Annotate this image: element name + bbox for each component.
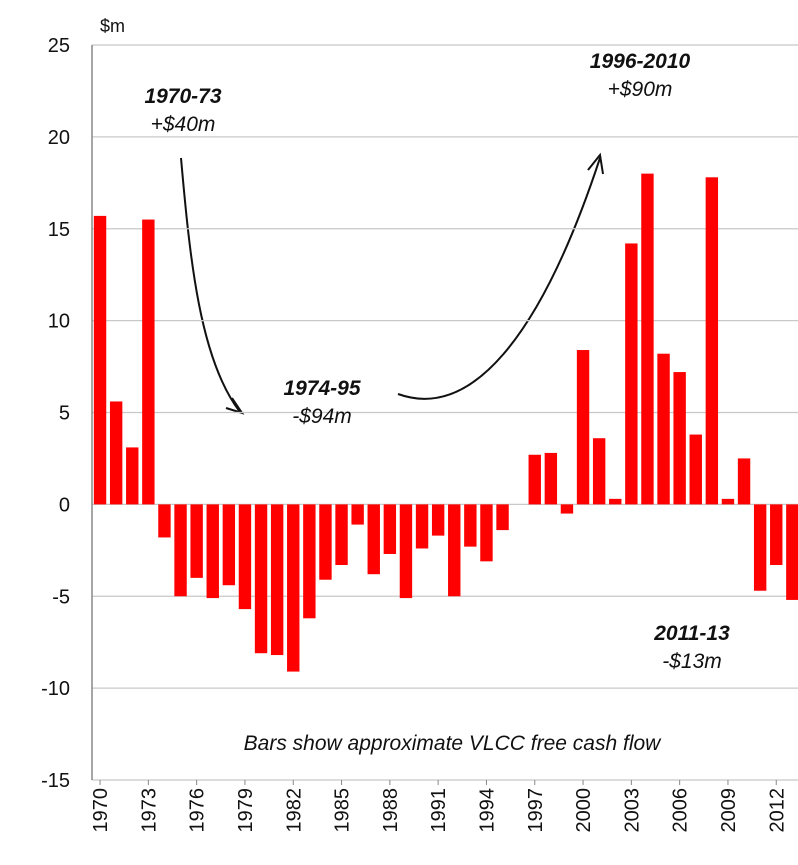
annotation-title: 1970-73 xyxy=(144,85,221,108)
bar xyxy=(351,504,364,525)
x-tick-label: 2000 xyxy=(573,788,595,833)
y-tick-label: 5 xyxy=(59,403,70,425)
y-tick-label: 10 xyxy=(48,311,70,333)
x-tick-label: 1976 xyxy=(187,788,209,833)
x-tick-label: 2003 xyxy=(621,788,643,833)
bar xyxy=(93,215,107,505)
bar xyxy=(705,177,719,505)
bar xyxy=(673,372,686,505)
bar xyxy=(431,504,445,536)
y-tick-label: -10 xyxy=(41,678,70,700)
x-tick-label: 1985 xyxy=(332,788,354,833)
bar xyxy=(592,438,606,505)
bar xyxy=(544,452,558,505)
bar xyxy=(335,504,348,566)
bar xyxy=(222,504,236,586)
bar xyxy=(142,219,155,505)
y-axis-label: $m xyxy=(100,16,125,36)
y-tick-label: 20 xyxy=(48,127,70,149)
arrow-head xyxy=(225,397,245,415)
bar xyxy=(367,504,380,575)
bar xyxy=(721,498,735,505)
annotation-title: 1974-95 xyxy=(283,377,360,400)
x-tick-label: 1970 xyxy=(90,788,112,833)
bar xyxy=(415,504,429,549)
annotation-title: 2011-13 xyxy=(653,622,730,645)
y-tick-label: 25 xyxy=(48,35,70,57)
bar xyxy=(480,504,493,562)
x-tick-label: 1991 xyxy=(428,788,450,833)
x-tick-label: 1982 xyxy=(283,788,305,833)
bar xyxy=(174,504,187,597)
x-tick-label: 1997 xyxy=(525,788,547,833)
bar xyxy=(448,504,461,597)
bar xyxy=(190,504,203,578)
annotation-value: +$90m xyxy=(608,78,673,101)
bar xyxy=(609,498,622,505)
bar xyxy=(464,504,477,547)
bar xyxy=(287,504,300,672)
bar xyxy=(496,504,509,531)
bar xyxy=(383,504,397,554)
bar xyxy=(126,447,139,505)
y-tick-label: -5 xyxy=(52,586,70,608)
bar xyxy=(238,504,252,610)
bar xyxy=(254,504,268,654)
bar xyxy=(737,458,751,505)
bar xyxy=(657,353,670,505)
bar xyxy=(641,173,654,505)
x-tick-label: 2012 xyxy=(766,788,788,833)
bar xyxy=(689,434,702,505)
y-tick-label: 0 xyxy=(59,494,70,516)
bar xyxy=(625,243,638,505)
arrow xyxy=(180,157,241,413)
bar xyxy=(109,401,123,505)
bar xyxy=(786,504,798,600)
note: Bars show approximate VLCC free cash flo… xyxy=(244,732,663,755)
annotation-title: 1996-2010 xyxy=(590,50,691,73)
x-tick-label: 2006 xyxy=(670,788,692,833)
y-tick-label: -15 xyxy=(41,770,70,792)
x-tick-label: 1988 xyxy=(380,788,402,833)
annotation-value: -$13m xyxy=(662,650,722,673)
x-tick-label: 1994 xyxy=(476,788,498,833)
arrow-head xyxy=(587,152,604,175)
annotation-value: +$40m xyxy=(151,113,216,136)
bar xyxy=(158,504,171,538)
x-tick-label: 1973 xyxy=(138,788,160,833)
bar xyxy=(319,504,332,580)
bar xyxy=(206,504,219,599)
x-tick-label: 2009 xyxy=(718,788,740,833)
arrow xyxy=(397,157,601,400)
bar xyxy=(528,454,541,505)
bar xyxy=(770,504,783,566)
bar xyxy=(399,504,413,599)
bar xyxy=(576,350,590,505)
y-tick-label: 15 xyxy=(48,219,70,241)
x-tick-label: 1979 xyxy=(235,788,257,833)
bar xyxy=(753,504,767,591)
annotation-value: -$94m xyxy=(292,405,352,428)
bar xyxy=(270,504,284,656)
bar xyxy=(303,504,316,619)
bar xyxy=(560,504,574,514)
